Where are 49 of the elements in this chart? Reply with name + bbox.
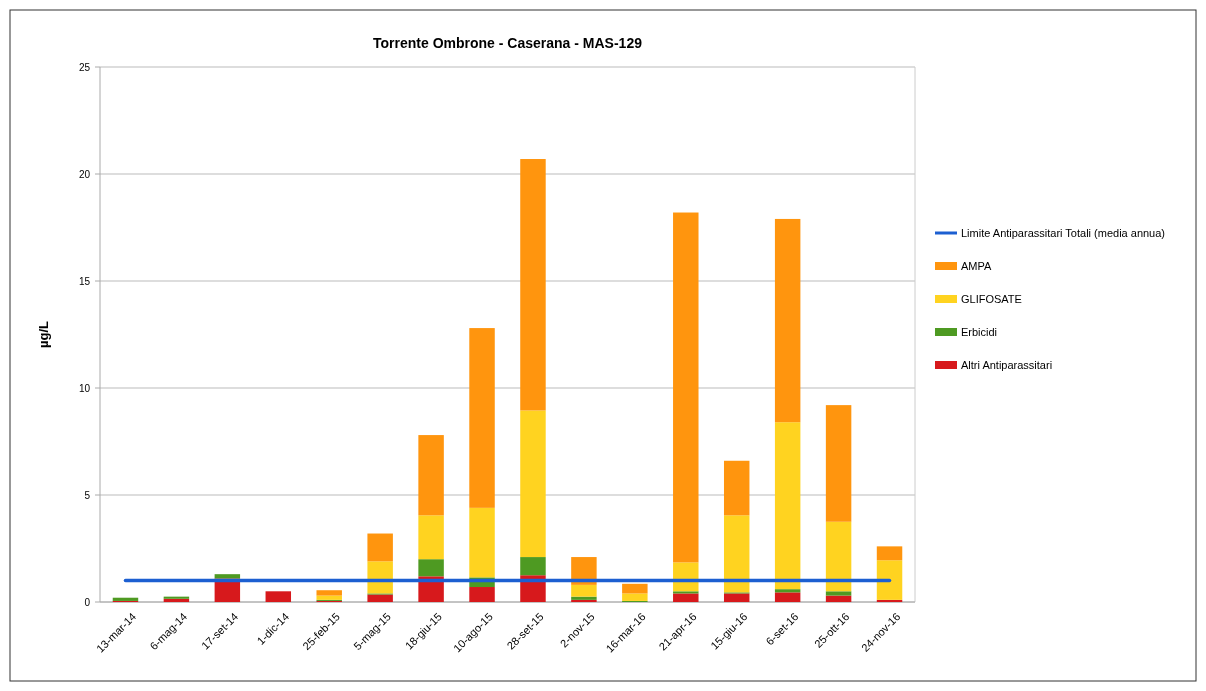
bar [723,593,750,602]
bar [367,561,393,594]
bar [316,590,342,596]
bar [774,589,801,593]
bar [418,435,444,516]
bar [825,405,852,522]
bar [673,593,699,602]
bar [418,559,444,577]
legend-label: Erbicidi [961,325,998,338]
y-axis-title: µg/L [36,320,51,348]
chart-title: Torrente Ombrone - Caserana - MAS-129 [373,35,643,51]
bar [673,591,699,594]
bar [469,328,495,508]
bar [469,507,495,578]
bar [214,574,241,579]
y-tick-label: 10 [78,382,91,394]
legend-label: AMPA [961,259,993,272]
bar [825,521,852,592]
bar [316,595,342,600]
y-tick-label: 25 [78,61,91,73]
bar [876,560,903,600]
bar [520,159,546,411]
bar [774,422,801,590]
bar [622,583,648,594]
bar [418,515,444,560]
legend-label: Altri Antiparassitari [961,358,1053,371]
bar [265,591,292,602]
y-tick-label: 20 [78,168,91,180]
legend-label: Limite Antiparassitari Totali (media annua) [961,226,1166,239]
bar [571,584,597,597]
bar [876,599,903,602]
bar [673,212,699,563]
bar [825,595,852,602]
bar [723,515,750,593]
y-tick-label: 15 [78,275,91,287]
y-tick-label: 5 [84,489,91,501]
bar [876,546,903,561]
bar [367,594,393,602]
bar [520,557,546,576]
y-tick-label: 0 [84,596,91,608]
bar [367,533,393,562]
bar [520,410,546,558]
bar [723,460,750,516]
bar [469,587,495,602]
bar [774,592,801,602]
bar [825,591,852,596]
bar [774,218,801,423]
legend-label: GLIFOSATE [961,292,1022,305]
bar [622,593,648,601]
